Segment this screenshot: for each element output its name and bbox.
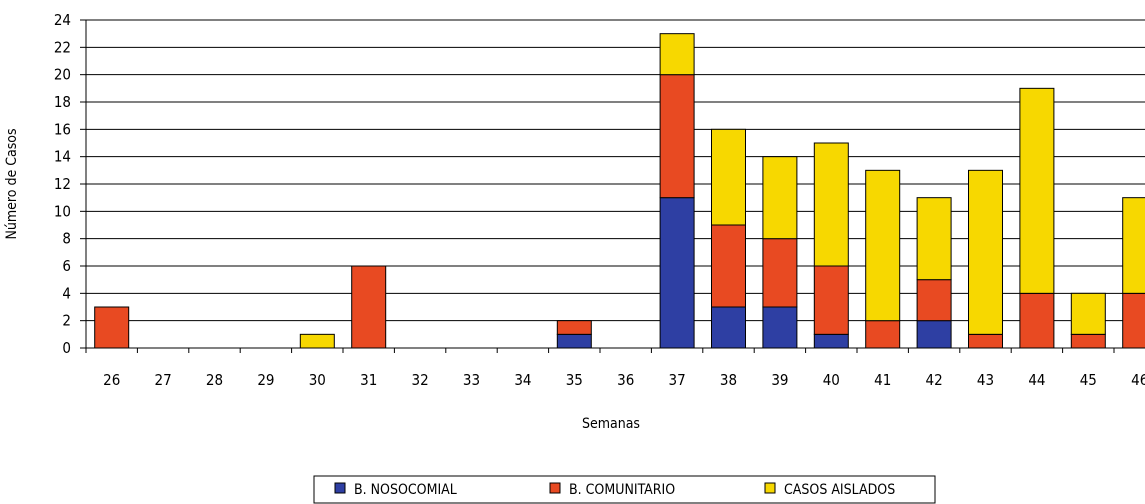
y-tick-label: 8: [62, 230, 71, 248]
bar-segment: [94, 306, 130, 349]
x-axis-title: Semanas: [582, 416, 640, 432]
gridlines: [86, 19, 1145, 322]
bar-segment: [711, 128, 746, 226]
x-tick-label: 43: [977, 371, 994, 389]
x-tick-label: 44: [1028, 371, 1045, 389]
axes: [85, 20, 1145, 349]
x-tick-label: 45: [1080, 371, 1097, 389]
x-tick-label: 31: [360, 371, 377, 389]
legend-label: B. NOSOCOMIAL: [354, 482, 457, 498]
y-tick-label: 14: [54, 148, 71, 166]
bar-segment: [1070, 333, 1106, 349]
bar-segment: [865, 169, 901, 322]
bar-segment: [762, 156, 798, 240]
y-axis-title: Número de Casos: [4, 128, 20, 239]
y-tick-label: 18: [54, 93, 71, 111]
bar-segment: [556, 320, 592, 335]
bar-segment: [711, 224, 746, 308]
bar-segment: [1019, 87, 1055, 294]
legend-box: [313, 475, 936, 504]
bar-segment: [299, 333, 335, 349]
x-tick-label: 32: [412, 371, 429, 389]
x-tick-label: 46: [1131, 371, 1145, 389]
bar-segment: [351, 265, 387, 349]
legend-swatch: [334, 482, 346, 494]
bar-segment: [1122, 197, 1145, 294]
legend-label: B. COMUNITARIO: [569, 482, 675, 498]
x-tick-label: 35: [566, 371, 583, 389]
x-tick-label: 36: [617, 371, 634, 389]
y-tick-label: 16: [54, 120, 71, 138]
bar-segment: [659, 197, 695, 349]
x-tick-label: 42: [926, 371, 943, 389]
bar-segment: [813, 333, 849, 349]
x-tick-label: 38: [720, 371, 737, 389]
y-tick-label: 4: [62, 284, 71, 302]
legend-swatch: [549, 482, 561, 494]
bar-segment: [916, 279, 952, 322]
y-tick-label: 12: [54, 175, 71, 193]
legend-swatch: [764, 482, 776, 494]
x-tick-label: 34: [514, 371, 531, 389]
legend: B. NOSOCOMIAL B. COMUNITARIO CASOS AISLADO…: [313, 475, 936, 504]
bar-segment: [813, 265, 849, 335]
bar-segment: [762, 238, 798, 308]
y-tick-label: 20: [54, 66, 71, 84]
x-tick-label: 41: [874, 371, 891, 389]
x-tick-label: 29: [257, 371, 274, 389]
x-tick-label: 39: [771, 371, 788, 389]
bar-segment: [659, 74, 695, 199]
bar-segment: [1019, 292, 1055, 349]
bar-segment: [1070, 292, 1106, 335]
bar-segment: [659, 33, 695, 76]
x-tick-label: 40: [823, 371, 840, 389]
bar-segment: [916, 320, 952, 349]
legend-label: CASOS AISLADOS: [784, 482, 895, 498]
x-tick-label: 28: [206, 371, 223, 389]
x-tick-label: 33: [463, 371, 480, 389]
bar-segment: [968, 333, 1003, 349]
y-tick-label: 22: [54, 38, 71, 56]
bar-segment: [813, 142, 849, 267]
bar-segment: [865, 320, 901, 349]
x-tick-label: 30: [309, 371, 326, 389]
y-tick-label: 2: [62, 312, 71, 330]
x-tick-label: 27: [155, 371, 172, 389]
bar-segment: [916, 197, 952, 281]
bar-segment: [556, 333, 592, 349]
bar-segment: [968, 169, 1003, 335]
bar-segment: [762, 306, 798, 349]
x-tick-label: 37: [669, 371, 686, 389]
x-axis-ticks: 26 27 28 29 30 31 32 33 34 35 36 37 38 39 40 41 42 43 44 45…: [85, 348, 1145, 389]
y-tick-label: 6: [62, 257, 71, 275]
bar-segment: [1122, 292, 1145, 349]
y-tick-label: 24: [54, 11, 71, 29]
bar-segment: [711, 306, 746, 349]
y-tick-label: 10: [54, 202, 71, 220]
y-tick-label: 0: [62, 339, 71, 357]
bars: [94, 33, 1145, 349]
x-tick-label: 26: [103, 371, 120, 389]
